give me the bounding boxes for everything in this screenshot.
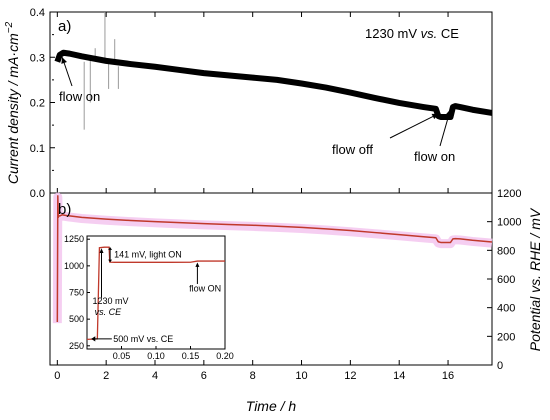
b-series-band	[52, 192, 493, 324]
x-axis-title: Time / h	[246, 398, 297, 414]
inset-xtick-label: 0.05	[113, 351, 131, 361]
b-series-line	[56, 195, 493, 323]
inset-annotation-vsce: vs. CE	[95, 307, 123, 317]
a-annotation-arrowhead	[445, 109, 452, 116]
inset-ytick-label: 1000	[64, 261, 84, 271]
b-ytick-label: 0	[497, 360, 503, 372]
inset-ytick-label: 1250	[64, 234, 84, 244]
b-ytick-label: 600	[497, 274, 515, 286]
y-axis-title-left-main: Current density / mA·cm	[5, 33, 21, 184]
b-xtick-label: 2	[103, 370, 109, 382]
inset-500-arrowhead	[91, 336, 96, 342]
inset-annotation-500mv: 500 mV vs. CE	[113, 334, 173, 344]
y-axis-title-right-main: Potential	[527, 293, 543, 351]
inset-annotation-141mv: 141 mV, light ON	[114, 250, 182, 260]
b-ytick-label: 400	[497, 303, 515, 315]
a-ytick-label: 0.4	[30, 7, 45, 19]
y-axis-title-left-sup: −2	[4, 21, 15, 33]
panel-a-label: a)	[58, 18, 71, 35]
panel-a: 0.0 0.1 0.2 0.3 0.4 flow on flow off flow on	[30, 7, 493, 200]
a-annotation-text: flow off	[332, 142, 373, 157]
a-ytick-label: 0.1	[30, 143, 45, 155]
inset-delta-arrowhead-bottom	[108, 259, 113, 263]
b-ytick-label: 800	[497, 245, 515, 257]
inset-series-line	[86, 246, 225, 341]
inset-ytick-label: 750	[69, 288, 84, 298]
b-ytick-label: 1200	[497, 188, 521, 200]
condition-annotation: 1230 mV vs. CE	[365, 26, 459, 41]
a-ytick-label: 0.2	[30, 98, 45, 110]
inset-xtick-label: 0.15	[182, 351, 200, 361]
b-ytick-label: 1000	[497, 217, 521, 229]
b-xtick-label: 8	[250, 370, 256, 382]
inset-plot: 250 500 750 1000 1250 0.05 0.10 0.15 0.20 141 mV,…	[64, 234, 234, 361]
condition-vs: vs.	[421, 26, 438, 41]
inset-flow-arrowhead	[195, 262, 200, 267]
panel-b-label: b)	[58, 201, 71, 218]
a-ytick-label: 0.0	[30, 188, 45, 200]
inset-1230-arrowhead	[99, 248, 104, 254]
inset-annotation-flow-on: flow ON	[189, 283, 221, 293]
panel-b: 0 200 400 600 800 1000 1200 0 2 4 6 8 10 12 14 16	[52, 188, 521, 382]
b-xtick-label: 6	[201, 370, 207, 382]
inset-delta-arrowhead-top	[108, 247, 113, 250]
b-xtick-label: 4	[152, 370, 158, 382]
condition-text: 1230 mV	[365, 26, 421, 41]
inset-annotation-1230mv: 1230 mV	[93, 296, 129, 306]
y-axis-title-right-italic: vs. RHE / mV	[527, 207, 543, 293]
y-axis-title-left: Current density / mA·cm−2	[4, 21, 21, 184]
a-series-line	[54, 49, 493, 120]
inset-xtick-label: 0.10	[147, 351, 165, 361]
a-annotation-arrowhead	[431, 113, 439, 120]
a-annotation-text: flow on	[59, 89, 100, 104]
inset-ytick-label: 250	[69, 341, 84, 351]
b-xtick-label: 12	[344, 370, 356, 382]
condition-suffix: CE	[437, 26, 459, 41]
a-annotation-arrow	[389, 113, 439, 139]
b-ytick-label: 200	[497, 331, 515, 343]
b-xtick-label: 16	[442, 370, 454, 382]
a-annotation-arrow	[439, 109, 451, 147]
a-annotation-arrowhead	[61, 57, 67, 64]
b-xtick-label: 0	[54, 370, 60, 382]
inset-ytick-label: 500	[69, 314, 84, 324]
a-ytick-label: 0.3	[30, 52, 45, 64]
b-xtick-label: 10	[295, 370, 307, 382]
y-axis-title-right: Potential vs. RHE / mV	[527, 207, 543, 351]
b-xtick-label: 14	[393, 370, 405, 382]
a-annotation-text: flow on	[414, 149, 455, 164]
inset-xtick-label: 0.20	[216, 351, 234, 361]
